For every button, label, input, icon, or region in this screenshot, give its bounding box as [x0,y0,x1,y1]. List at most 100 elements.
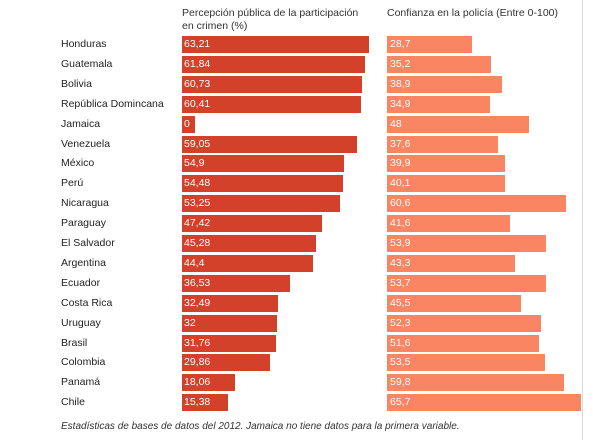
crime-perception-value: 45,28 [184,237,211,249]
police-trust-value: 34,9 [390,98,411,110]
crime-perception-bar [182,155,344,172]
country-label: Bolivia [61,78,92,90]
police-trust-value: 37,6 [390,138,411,150]
police-trust-value: 52,3 [390,317,411,329]
country-label: Guatemala [61,58,113,70]
crime-perception-value: 15,38 [184,396,211,408]
crime-perception-value: 47,42 [184,217,211,229]
crime-perception-value: 61,84 [184,58,211,70]
crime-perception-value: 31,76 [184,337,211,349]
crime-perception-bar [182,56,365,73]
police-trust-bar [387,235,546,252]
right-divider [582,0,583,440]
crime-perception-value: 0 [184,118,190,130]
crime-perception-bar [182,116,195,133]
police-trust-value: 65,7 [390,396,411,408]
crime-perception-bar [182,315,277,332]
police-trust-bar [387,175,505,192]
police-trust-value: 53,9 [390,237,411,249]
country-label: Honduras [61,38,107,50]
country-label: República Domincana [61,98,164,110]
crime-perception-bar [182,354,270,371]
police-trust-bar [387,56,491,73]
country-label: Ecuador [61,277,101,289]
left-column-header: Percepción pública de la participación e… [182,7,359,32]
police-trust-value: 35,2 [390,58,411,70]
police-trust-value: 53,5 [390,356,411,368]
police-trust-value: 41,6 [390,217,411,229]
crime-perception-value: 54,48 [184,177,211,189]
police-trust-bar [387,76,502,93]
police-trust-value: 45,5 [390,297,411,309]
police-trust-bar [387,335,539,352]
country-label: Venezuela [61,138,111,150]
crime-perception-bar [182,96,361,113]
police-trust-bar [387,315,541,332]
police-trust-bar [387,136,498,153]
crime-perception-bar [182,255,313,272]
crime-perception-value: 60,73 [184,78,211,90]
police-trust-value: 40,1 [390,177,411,189]
crime-perception-value: 53,25 [184,197,211,209]
police-trust-bar [387,394,581,411]
police-trust-value: 39,9 [390,157,411,169]
crime-perception-bar [182,295,278,312]
crime-perception-value: 63,21 [184,38,211,50]
police-trust-bar [387,36,472,53]
police-trust-value: 59,8 [390,376,411,388]
crime-perception-bar [182,275,290,292]
crime-perception-bar [182,136,357,153]
crime-perception-bar [182,76,362,93]
police-trust-bar [387,215,510,232]
crime-perception-value: 29,86 [184,356,211,368]
country-label: Brasil [61,337,88,349]
police-trust-bar [387,96,490,113]
crime-perception-bar [182,394,228,411]
police-trust-value: 51,6 [390,337,411,349]
police-trust-bar [387,374,564,391]
country-label: El Salvador [61,237,115,249]
crime-perception-bar [182,36,369,53]
police-trust-bar [387,116,529,133]
country-label: Chile [61,396,85,408]
police-trust-bar [387,155,505,172]
police-trust-value: 60,6 [390,197,411,209]
police-trust-value: 48 [390,118,402,130]
country-label: Argentina [61,257,106,269]
crime-perception-bar [182,374,235,391]
police-trust-bar [387,295,521,312]
country-label: Jamaica [61,118,101,130]
country-label: Perú [61,177,84,189]
crime-perception-value: 60,41 [184,98,211,110]
crime-perception-bar [182,195,340,212]
crime-perception-value: 59,05 [184,138,211,150]
crime-perception-value: 44,4 [184,257,205,269]
police-trust-value: 53,7 [390,277,411,289]
police-trust-value: 43,3 [390,257,411,269]
country-label: Costa Rica [61,297,113,309]
right-column-header: Confianza en la policía (Entre 0-100) [387,7,559,19]
crime-perception-value: 18,06 [184,376,211,388]
police-trust-value: 28,7 [390,38,411,50]
crime-perception-value: 36,53 [184,277,211,289]
crime-perception-value: 32,49 [184,297,211,309]
footnote: Estadísticas de bases de datos del 2012.… [61,421,460,432]
country-label: Panamá [61,376,101,388]
crime-perception-bar [182,235,316,252]
crime-perception-bar [182,175,343,192]
country-label: Colombia [61,356,106,368]
police-trust-bar [387,275,546,292]
police-trust-bar [387,255,515,272]
crime-perception-bar [182,335,276,352]
country-label: Paraguay [61,217,106,229]
crime-perception-bar [182,215,322,232]
country-label: México [61,157,95,169]
country-label: Nicaragua [61,197,109,209]
country-label: Uruguay [61,317,101,329]
crime-perception-value: 54,9 [184,157,205,169]
police-trust-value: 38,9 [390,78,411,90]
police-trust-bar [387,354,545,371]
crime-perception-value: 32 [184,317,196,329]
police-trust-bar [387,195,566,212]
